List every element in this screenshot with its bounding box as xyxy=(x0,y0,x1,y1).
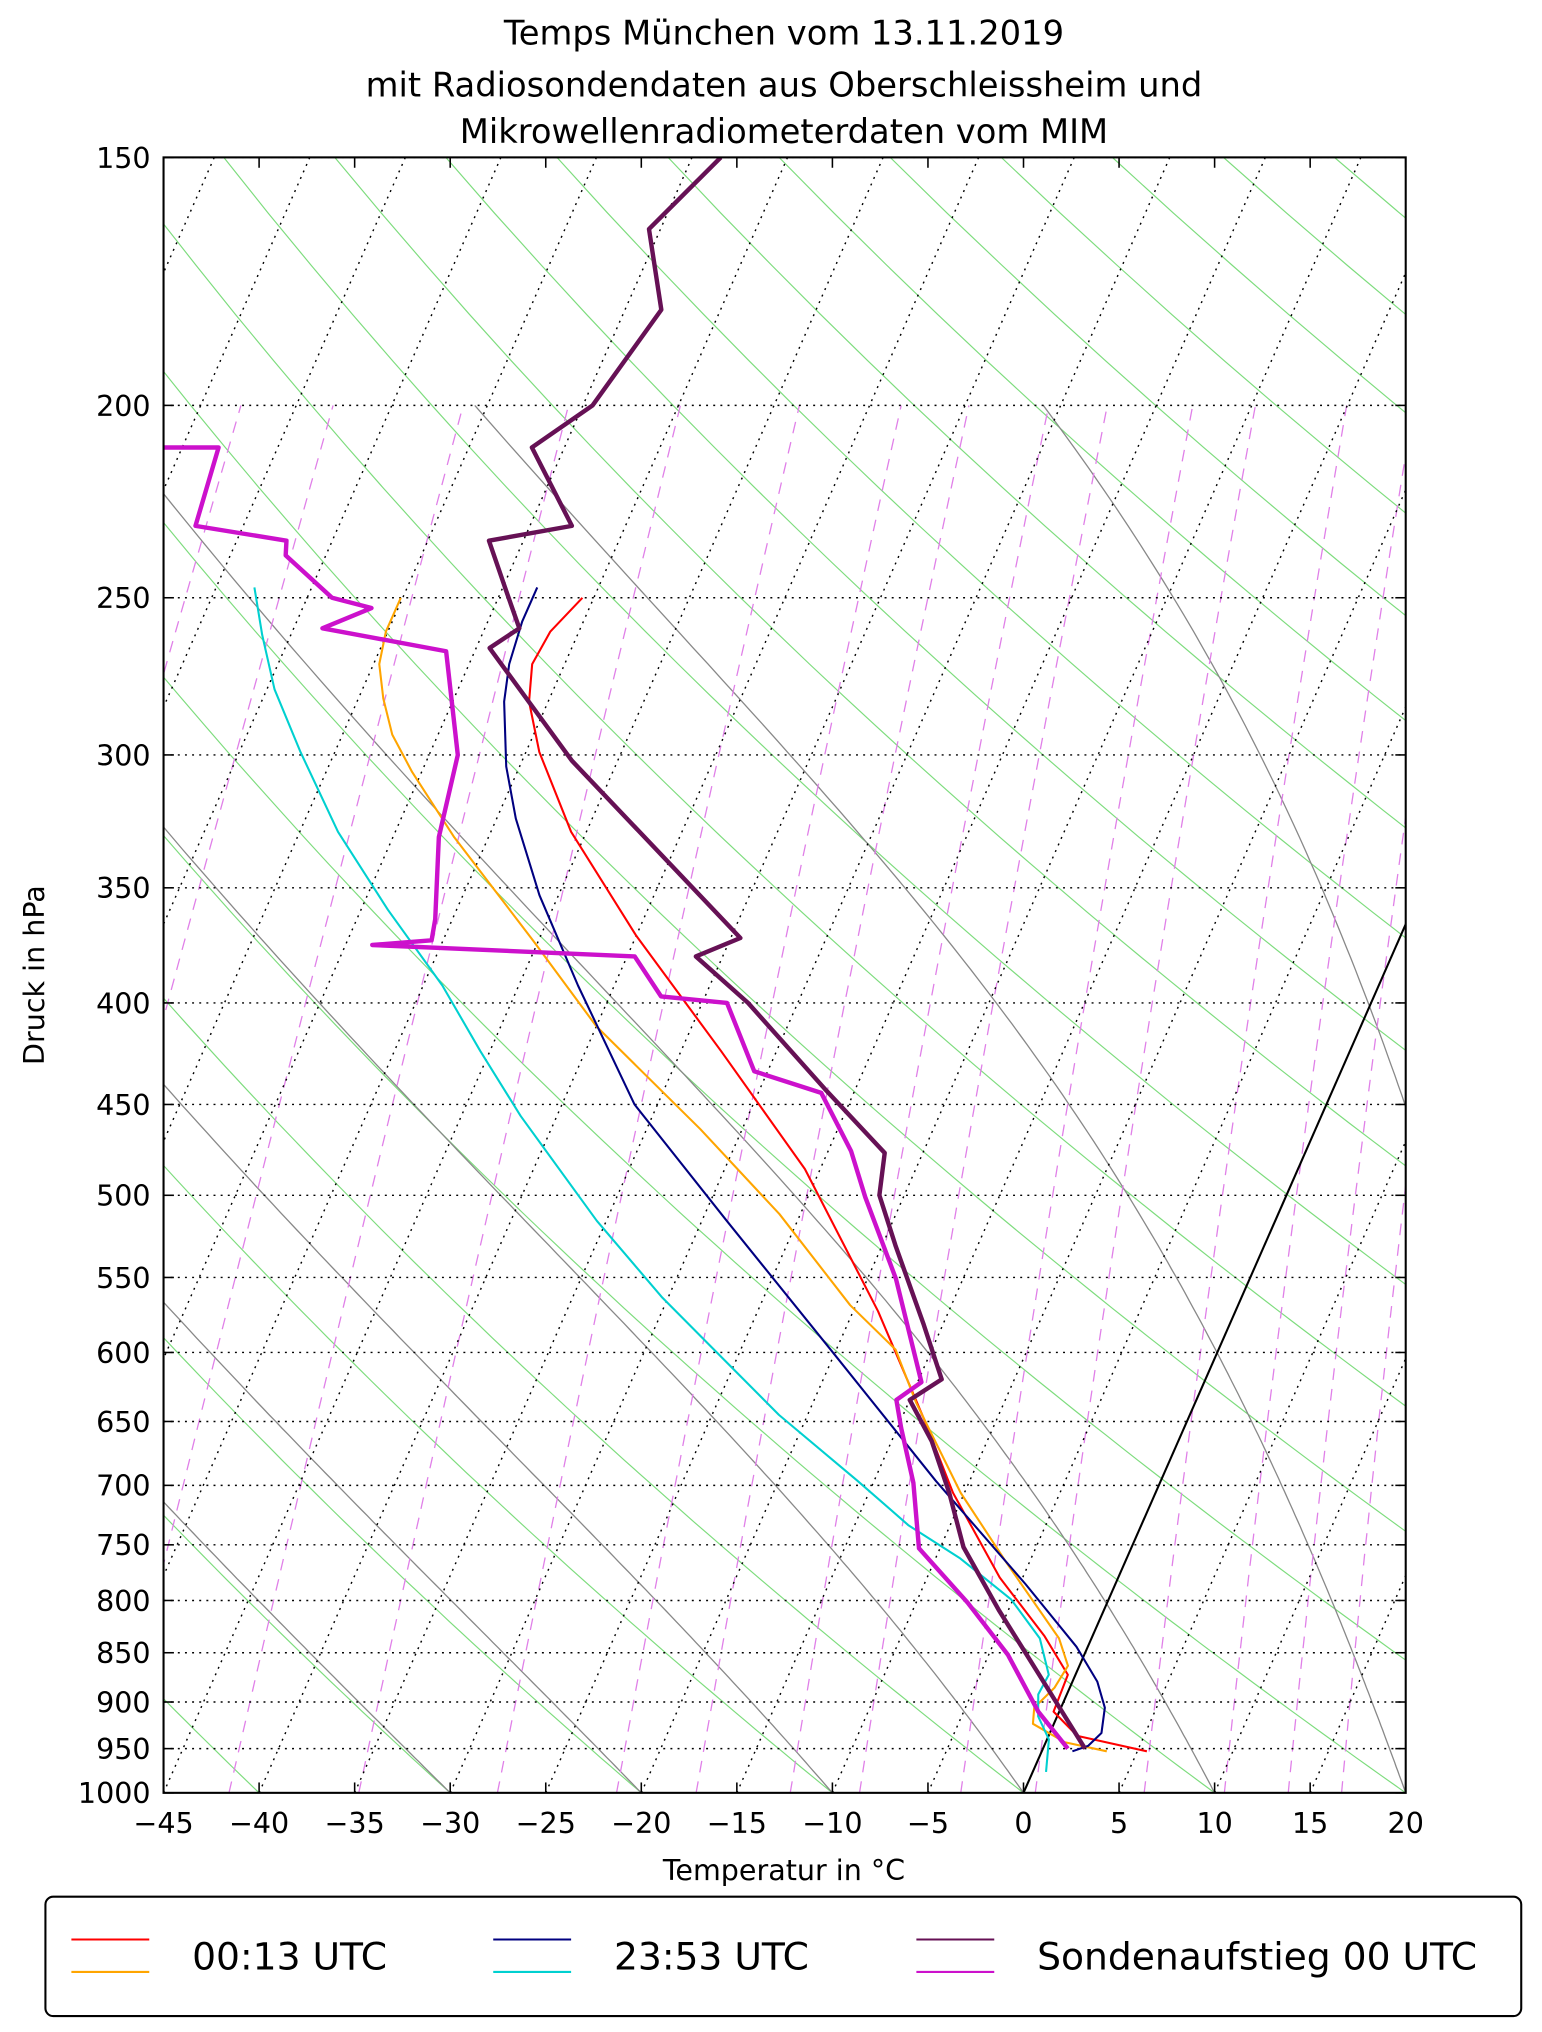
dewpoint-profile xyxy=(378,597,1108,1753)
x-tick-label: −30 xyxy=(420,1806,480,1840)
mixing-ratio-line xyxy=(228,405,570,1793)
mixing-ratio-line xyxy=(960,405,1194,1793)
y-tick-label: 950 xyxy=(96,1732,151,1766)
y-tick-label: 1000 xyxy=(78,1776,151,1810)
legend-label: 23:53 UTC xyxy=(614,1934,809,1978)
mixing-ratio-line xyxy=(789,405,1050,1793)
y-tick-label: 350 xyxy=(96,871,151,905)
y-tick-label: 800 xyxy=(96,1584,151,1618)
temperature-profile xyxy=(528,597,1148,1753)
dry-adiabat xyxy=(163,521,1406,1661)
y-tick-label: 600 xyxy=(96,1336,151,1370)
isotherm xyxy=(449,157,1171,1793)
moist-adiabat xyxy=(163,1301,642,1793)
x-tick-label: −15 xyxy=(707,1806,767,1840)
isotherm xyxy=(736,270,1406,1793)
x-tick-label: 0 xyxy=(1014,1806,1032,1840)
x-tick-label: 10 xyxy=(1196,1806,1232,1840)
isotherm xyxy=(163,157,693,1361)
y-axis-label: Druck in hPa xyxy=(17,885,51,1065)
ticks: 1502002503003504004505005506006507007508… xyxy=(78,141,1424,1840)
y-tick-label: 500 xyxy=(96,1179,151,1213)
mixing-ratio-line xyxy=(1340,1179,1406,1793)
isotherm xyxy=(927,705,1406,1793)
isotherm xyxy=(831,488,1406,1793)
x-tick-label: −20 xyxy=(611,1806,671,1840)
chart-title: Temps München vom 13.11.2019 xyxy=(503,13,1064,52)
isotherm xyxy=(163,157,598,1144)
isotherm xyxy=(258,157,980,1793)
dry-adiabat xyxy=(556,157,1406,939)
x-tick-label: 20 xyxy=(1388,1806,1424,1840)
mixing-ratio-line xyxy=(1034,405,1257,1793)
mixing-ratio-line xyxy=(1223,450,1406,1793)
y-tick-label: 900 xyxy=(96,1685,151,1719)
y-tick-label: 750 xyxy=(96,1528,151,1562)
dry-adiabat xyxy=(223,157,1406,1286)
mixing-ratio-line xyxy=(695,405,970,1793)
mixing-ratio-line xyxy=(163,405,334,1021)
zero-isotherm xyxy=(1022,921,1406,1793)
y-tick-label: 150 xyxy=(96,141,151,175)
dry-adiabat xyxy=(163,834,1215,1793)
dry-adiabat xyxy=(163,1514,451,1793)
y-tick-label: 250 xyxy=(96,581,151,615)
isotherm xyxy=(163,157,884,1793)
plot-frame xyxy=(162,156,1407,1794)
dry-adiabat xyxy=(667,157,1406,829)
dewpoint-profile xyxy=(163,445,1070,1750)
legend-label: 00:13 UTC xyxy=(192,1934,387,1978)
dry-adiabat xyxy=(163,1336,642,1793)
temperature-profile xyxy=(503,586,1106,1753)
y-tick-label: 650 xyxy=(96,1405,151,1439)
x-tick-label: 5 xyxy=(1110,1806,1128,1840)
legend-label: Sondenaufstieg 00 UTC xyxy=(1037,1934,1477,1978)
moist-adiabat xyxy=(163,1500,451,1793)
x-tick-label: −35 xyxy=(325,1806,385,1840)
mixing-ratio-line xyxy=(496,405,801,1793)
chart-title: Mikrowellenradiometerdaten vom MIM xyxy=(460,112,1108,151)
y-tick-label: 550 xyxy=(96,1261,151,1295)
isotherm xyxy=(163,157,789,1578)
legend-entries: 00:13 UTC 23:53 UTC Sondenaufstieg 00 UTC xyxy=(71,1934,1477,1978)
x-tick-label: −5 xyxy=(907,1806,949,1840)
dry-adiabat xyxy=(163,1164,833,1793)
isotherm xyxy=(545,157,1267,1793)
legend xyxy=(44,1895,1523,2018)
x-tick-label: 15 xyxy=(1292,1806,1328,1840)
dry-adiabat xyxy=(334,157,1406,1167)
y-tick-label: 400 xyxy=(96,986,151,1020)
temperature-profile xyxy=(486,157,1087,1750)
dry-adiabat xyxy=(445,157,1406,1052)
y-tick-label: 700 xyxy=(96,1469,151,1503)
x-tick-label: −40 xyxy=(229,1806,289,1840)
x-tick-label: −10 xyxy=(802,1806,862,1840)
dry-adiabat xyxy=(163,223,1406,1407)
x-tick-label: −25 xyxy=(516,1806,576,1840)
dry-adiabat xyxy=(163,370,1406,1533)
profiles xyxy=(163,157,1148,1773)
dry-adiabat xyxy=(163,676,1406,1793)
x-axis-label: Temperatur in °C xyxy=(662,1853,905,1887)
mixing-ratio-line xyxy=(615,405,902,1793)
moist-adiabat xyxy=(1042,405,1406,1109)
isotherm xyxy=(640,157,1362,1793)
y-tick-label: 450 xyxy=(96,1088,151,1122)
y-tick-label: 200 xyxy=(96,389,151,423)
chart-title: mit Radiosondendaten aus Oberschleisshei… xyxy=(366,65,1203,104)
y-tick-label: 850 xyxy=(96,1636,151,1670)
y-tick-label: 300 xyxy=(96,738,151,772)
mixing-ratio-line xyxy=(358,405,682,1793)
moist-adiabat xyxy=(163,826,1024,1793)
x-tick-label: −45 xyxy=(133,1806,193,1840)
